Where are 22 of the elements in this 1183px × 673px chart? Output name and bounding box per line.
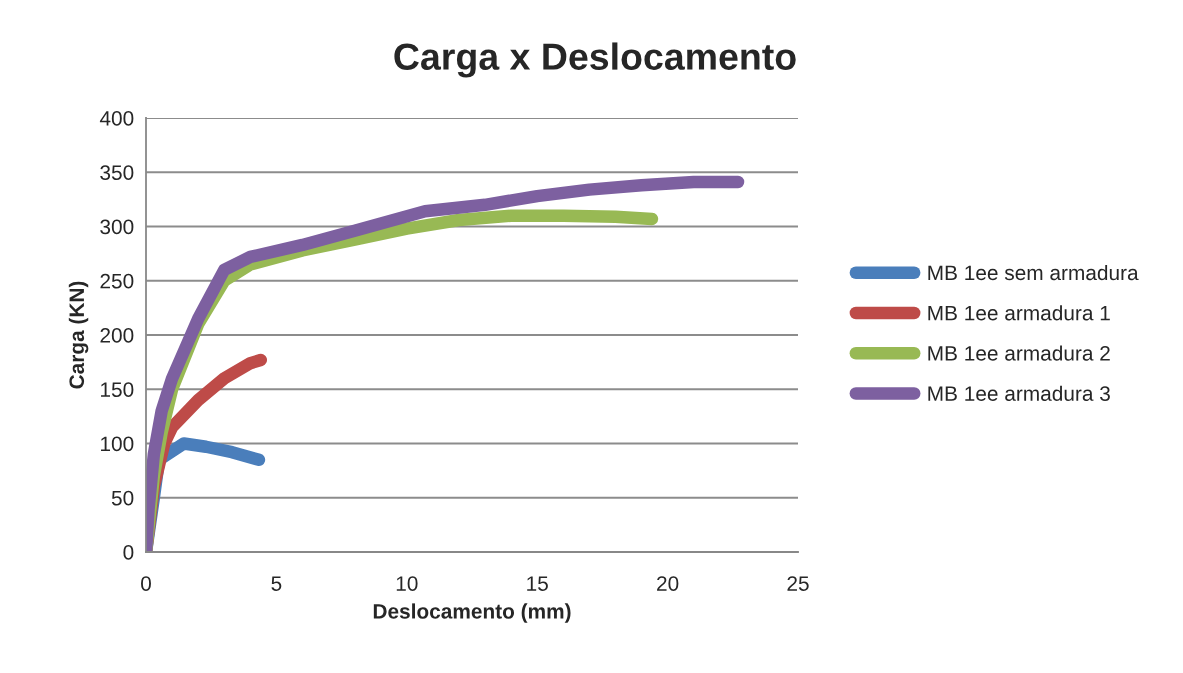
x-tick-label: 20 [657,576,679,591]
x-tick-label: 0 [141,576,151,591]
y-tick-label: 100 [101,436,134,452]
chart-title: Carga x Deslocamento [394,42,796,78]
x-tick-label: 25 [787,576,809,591]
x-tick-label: 10 [396,576,418,591]
y-tick-label: 150 [101,382,134,397]
y-tick-label: 0 [123,545,134,560]
y-tick-label: 200 [100,328,134,343]
x-tick-label: 5 [271,576,282,591]
legend-label: MB 1ee sem armadura [928,264,1139,281]
x-tick-label: 15 [527,576,548,591]
y-axis-title: Carga (KN) [68,281,89,389]
legend-label: MB 1ee armadura 2 [928,345,1110,361]
y-tick-label: 400 [99,111,134,126]
y-tick-label: 250 [100,273,134,289]
legend-label: MB 1ee armadura 3 [928,385,1110,401]
y-tick-label: 350 [100,165,134,180]
y-tick-label: 50 [111,490,134,506]
y-tick-label: 300 [100,219,134,235]
legend-label: MB 1ee armadura 1 [928,305,1110,321]
x-axis-title: Deslocamento (mm) [373,603,571,623]
